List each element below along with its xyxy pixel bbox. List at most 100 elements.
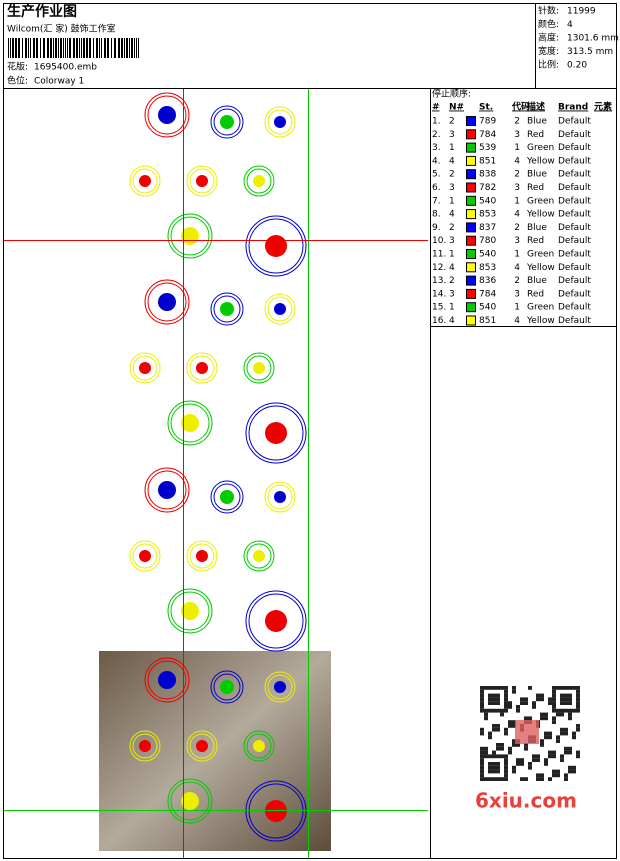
color-swatch [466,235,476,246]
color-swatch [466,222,476,233]
ring [186,540,218,572]
qr-cell [488,754,492,759]
ring [245,215,307,277]
bar [69,38,71,58]
row-index: 10. [432,236,446,246]
qr-cell [492,754,496,759]
row-code: 3 [514,289,520,299]
row-needle: 1 [449,250,455,260]
ring [132,733,158,759]
info-label: 高度: [538,32,559,44]
fill-dot [265,235,287,257]
fill-dot [274,681,286,693]
qr-cell [520,762,524,766]
ring [167,400,213,446]
design [4,89,428,858]
ring [186,165,218,197]
qr-cell [536,697,540,702]
qr-cell [572,769,576,774]
row-stitches: 851 [479,316,496,326]
qr-cell [552,693,556,698]
row-code: 2 [514,117,520,127]
qr-cell [552,701,556,705]
fill-dot [181,602,199,620]
row-stitches: 836 [479,276,496,286]
qr-cell [504,731,508,736]
qr-cell [504,697,508,702]
ring [186,352,218,384]
qr-cell [484,716,488,721]
qr-cell [548,754,552,759]
qr-cell [572,765,576,770]
qr-cell [500,686,504,690]
fill-dot [196,740,208,752]
ring [210,670,244,704]
table-title: 停止顺序: [432,88,471,100]
qr-cell [492,769,496,774]
qr-cell [568,746,572,751]
qr-cell [492,762,496,766]
bar [60,38,62,58]
fill-dot [220,490,234,504]
bar [111,38,112,58]
bar [99,38,100,58]
ring [132,543,158,569]
row-code: 3 [514,236,520,246]
ring [248,593,304,649]
qr-cell [540,743,544,747]
row-index: 14. [432,289,446,299]
ring [189,168,215,194]
qr-cell [484,708,488,713]
qr-cell [524,743,528,747]
color-swatch [466,142,476,153]
bar [65,38,66,58]
row-brand: Default [558,250,591,260]
qr-cell [488,686,492,690]
row-needle: 1 [449,303,455,313]
qr-cell [568,750,572,755]
qr-cell [564,750,568,755]
qr-cell [492,697,496,702]
qr-cell [560,712,564,717]
row-description: Yellow [526,316,555,326]
row-brand: Default [558,196,591,206]
color-swatch [466,182,476,193]
info-value: 0.20 [567,61,587,71]
row-code: 3 [514,183,520,193]
qr-cell [568,769,572,774]
qr-cell [548,735,552,740]
row-index: 12. [432,263,446,273]
qr-cell [548,697,552,702]
qr-cell [504,693,508,698]
qr-cell [480,750,484,755]
row-code: 2 [514,223,520,233]
fill-dot [220,115,234,129]
qr-cell [484,754,488,759]
row-description: Green [527,250,554,260]
color-swatch [466,195,476,206]
ring [167,588,213,634]
row-needle: 4 [449,156,455,166]
row-code: 2 [514,276,520,286]
row-index: 8. [432,210,441,220]
row-stitches: 782 [479,183,496,193]
row-needle: 1 [449,143,455,153]
qr-cell [512,765,516,770]
row-index: 11. [432,250,446,260]
ring [264,293,296,325]
row-description: Red [527,183,544,193]
row-description: Blue [527,117,547,127]
qr-cell [488,701,492,705]
fill-dot [196,175,208,187]
qr-cell [576,701,580,705]
fill-dot [139,175,151,187]
color-swatch [466,209,476,220]
ring [129,352,161,384]
ring [243,352,275,384]
row-code: 1 [514,250,520,260]
bar [104,38,106,58]
qr-cell [496,686,500,690]
qr-cell [504,765,508,770]
qr-cell [524,697,528,702]
qr-cell [516,705,520,709]
